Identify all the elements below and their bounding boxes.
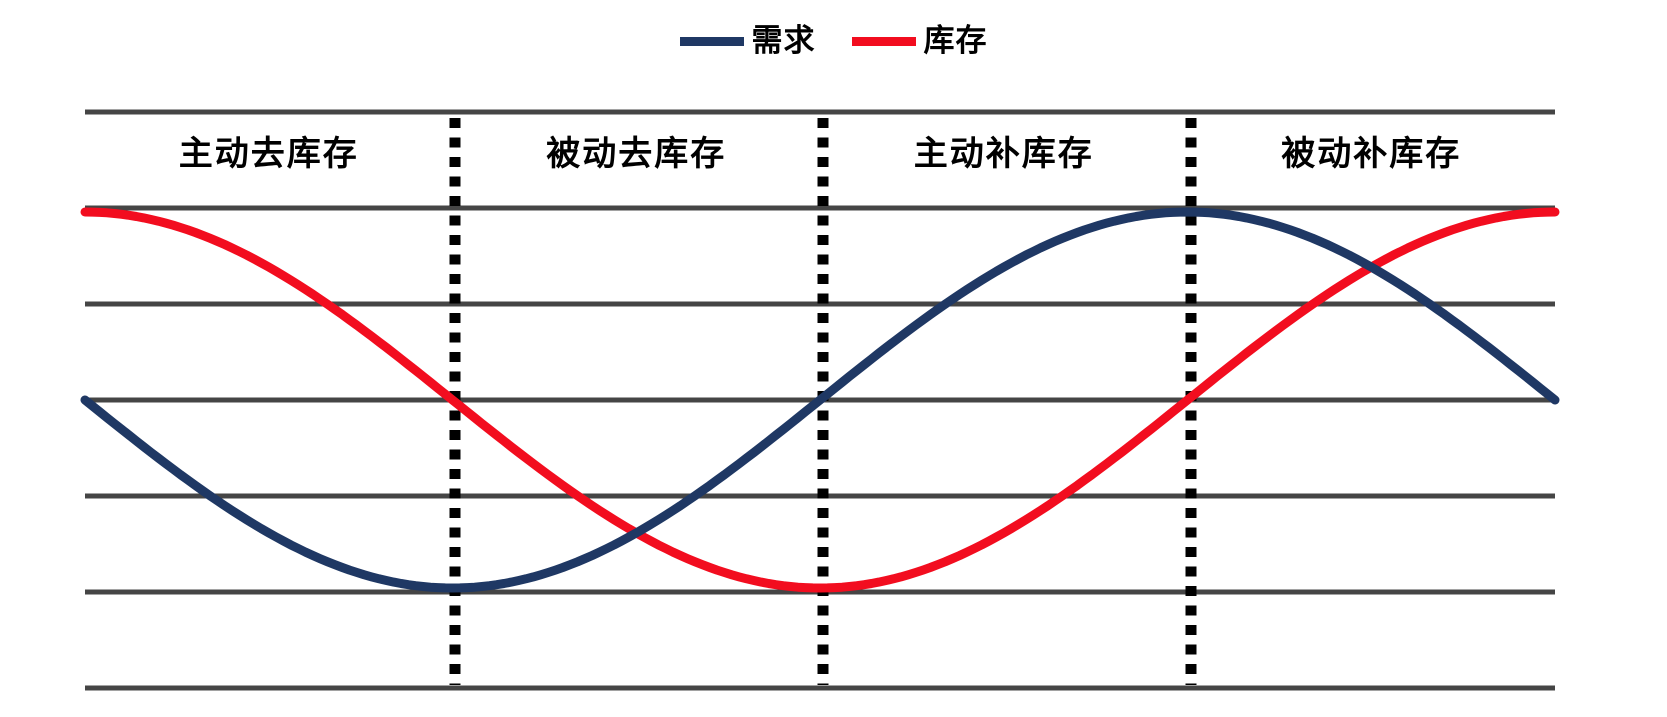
legend: 需求 库存: [0, 24, 1667, 58]
phase-labels: 主动去库存 被动去库存 主动补库存 被动补库存: [85, 134, 1555, 175]
inventory-curve: [80, 207, 1560, 593]
legend-label-inventory: 库存: [923, 23, 988, 59]
demand-line-swatch: [679, 36, 744, 46]
phase-label-passive-restocking: 被动补库存: [1281, 134, 1462, 174]
phase-label-passive-destocking: 被动去库存: [546, 134, 727, 174]
legend-item-inventory: 库存: [851, 23, 988, 59]
legend-label-demand: 需求: [751, 23, 816, 59]
legend-item-demand: 需求: [679, 23, 816, 59]
phase-label-active-destocking: 主动去库存: [178, 134, 359, 174]
demand-curve: [80, 207, 1560, 593]
inventory-line-swatch: [851, 36, 916, 46]
phase-label-active-restocking: 主动补库存: [913, 134, 1094, 174]
